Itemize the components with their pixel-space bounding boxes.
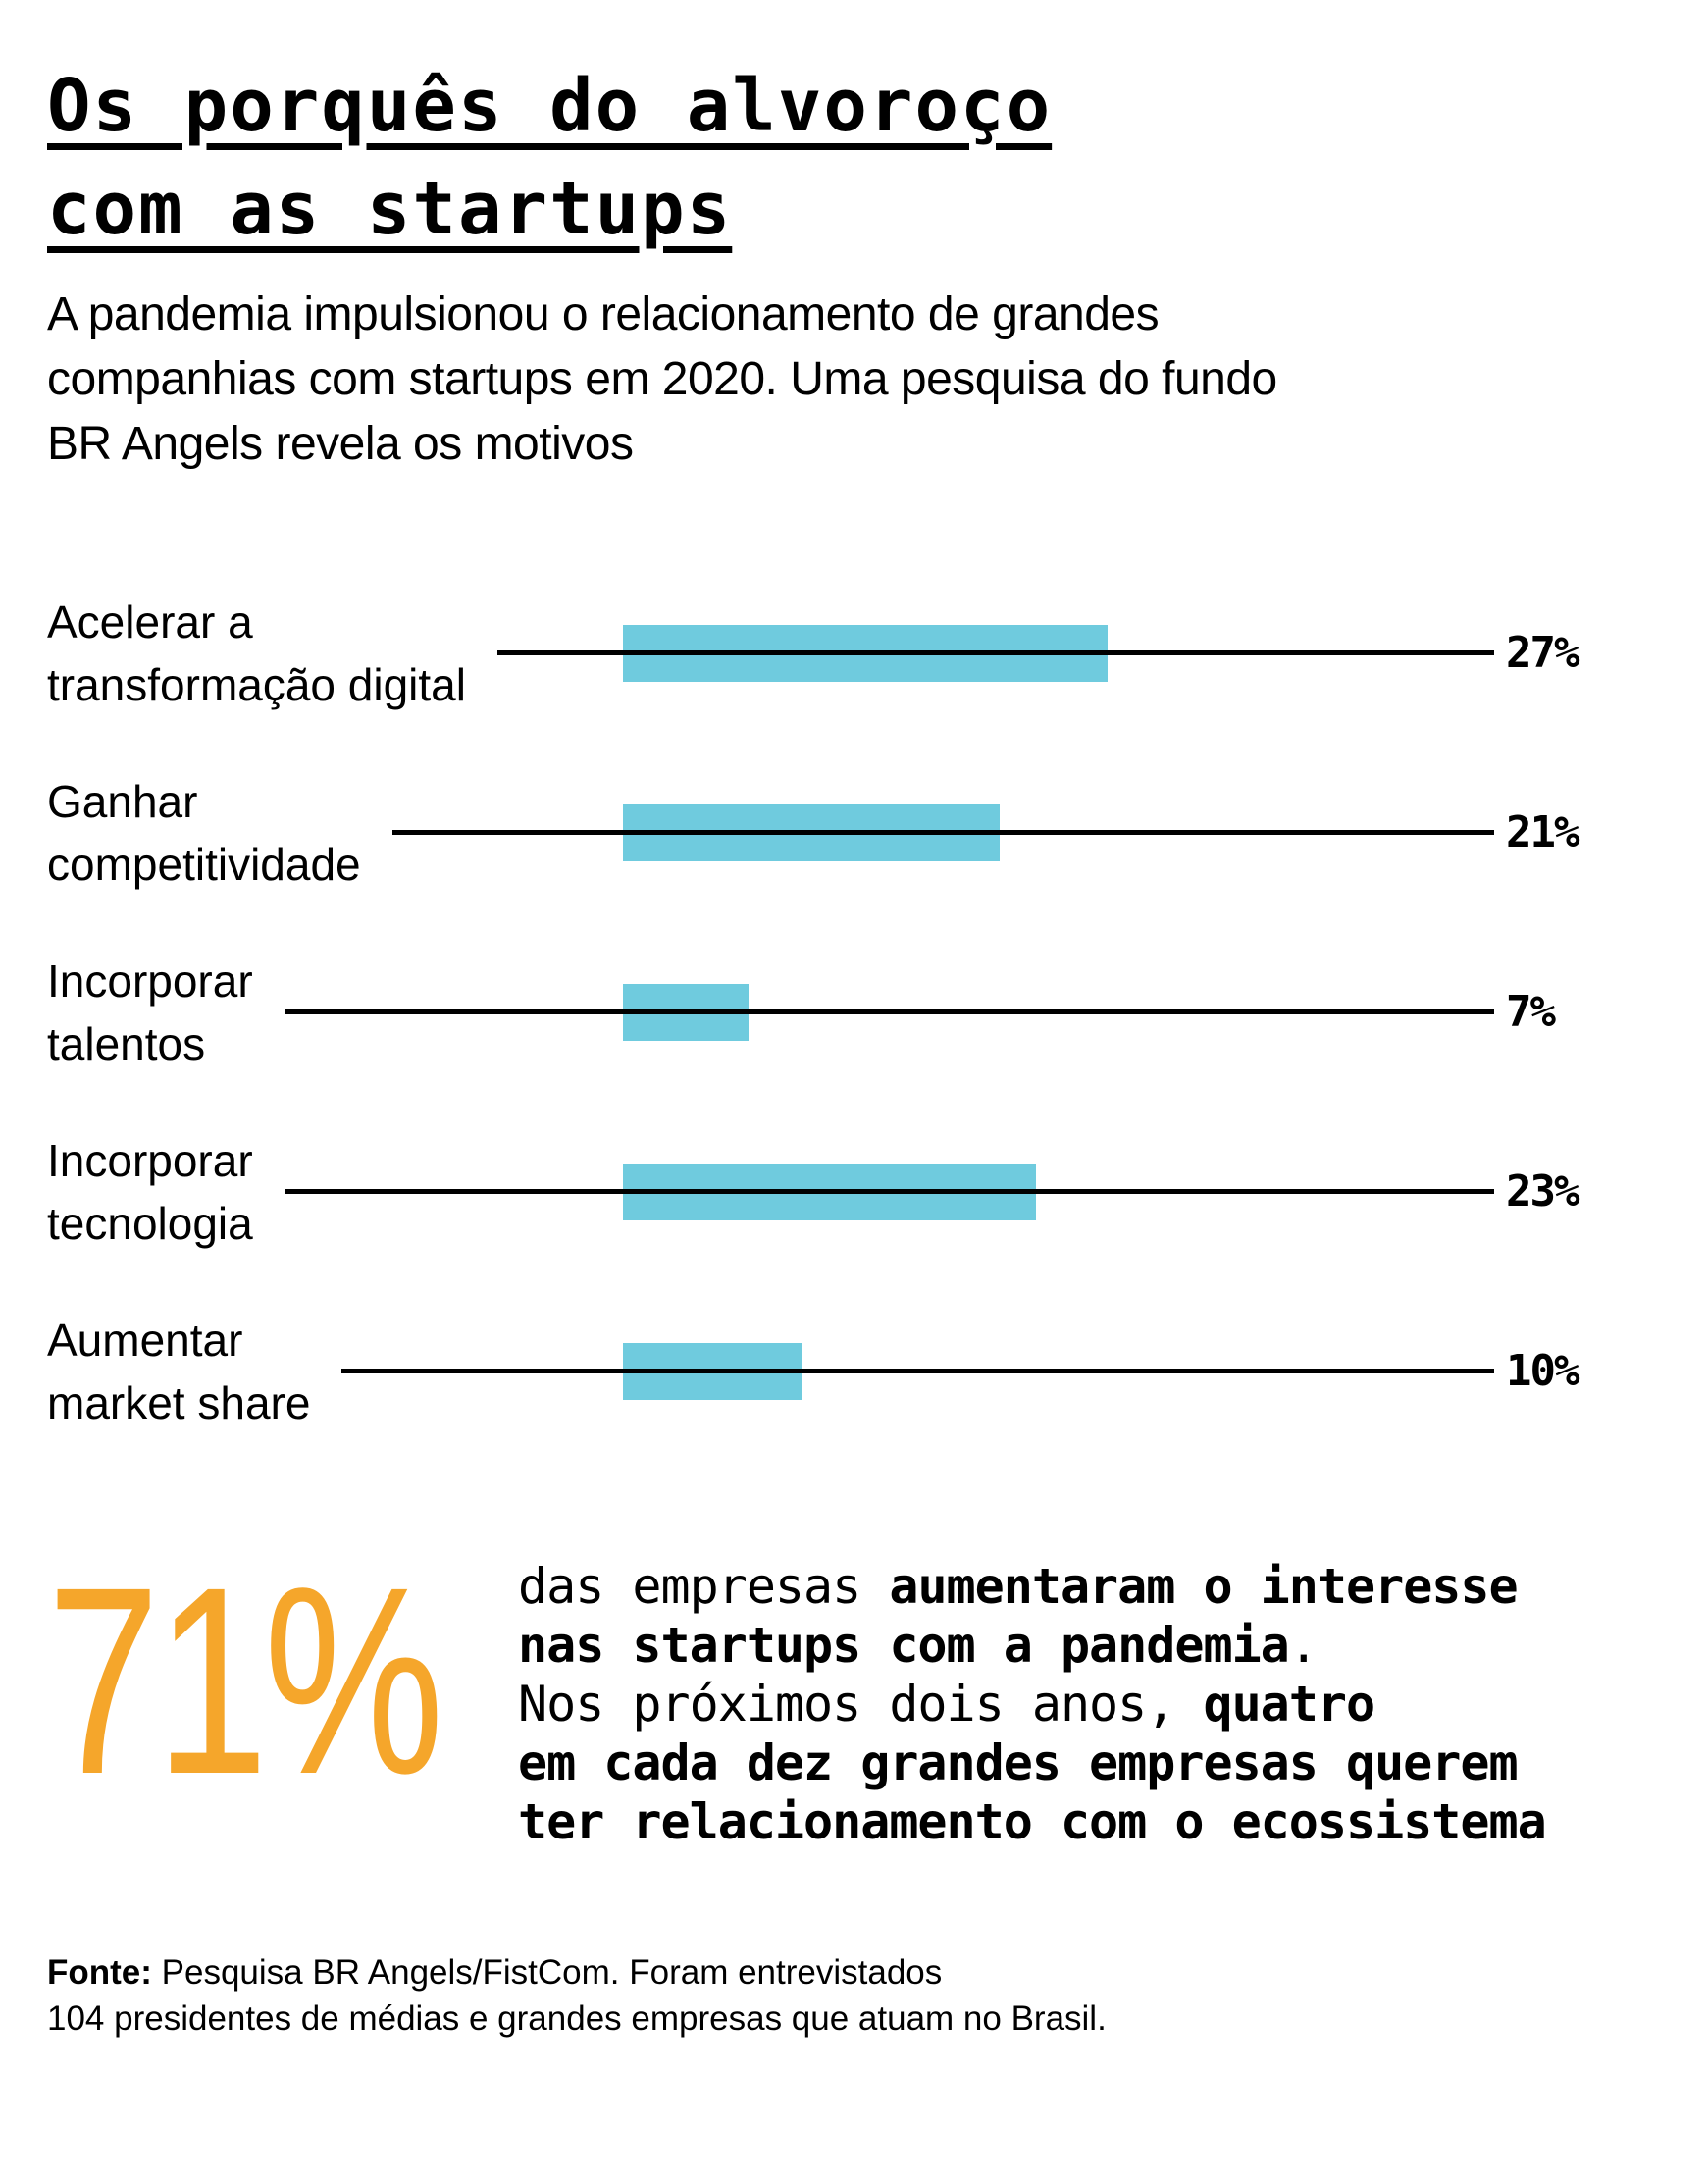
title-line: Os porquês do alvoroço bbox=[47, 64, 1053, 148]
chart-row: Incorporar tecnologia 23% bbox=[47, 1102, 1643, 1281]
regular-text: Nos próximos dois anos, bbox=[518, 1676, 1204, 1733]
chart-row: Ganhar competitividade 21% bbox=[47, 743, 1643, 922]
text-line: transformação digital bbox=[47, 658, 466, 710]
bold-text: quatro bbox=[1203, 1676, 1375, 1733]
category-label: Acelerar a transformação digital bbox=[47, 591, 466, 716]
leader-line bbox=[284, 1189, 1494, 1194]
highlight-line: Nos próximos dois anos, quatro bbox=[518, 1675, 1546, 1734]
bar-chart: Acelerar a transformação digital 27% Ganh… bbox=[47, 563, 1643, 1461]
text-line: Ganhar bbox=[47, 775, 198, 827]
value-label: 7% bbox=[1506, 987, 1556, 1037]
text-line: tecnologia bbox=[47, 1197, 253, 1249]
value-label: 21% bbox=[1506, 807, 1579, 857]
value-label: 23% bbox=[1506, 1166, 1579, 1216]
title-line: com as startups bbox=[47, 167, 733, 251]
text-line: market share bbox=[47, 1376, 311, 1428]
big-number-wrap: 71% bbox=[47, 1547, 474, 1822]
text-line: competitividade bbox=[47, 838, 361, 890]
source-line: Fonte: Pesquisa BR Angels/FistCom. Foram… bbox=[47, 1949, 1643, 1995]
leader-line bbox=[284, 1009, 1494, 1014]
source-line: 104 presidentes de médias e grandes empr… bbox=[47, 1995, 1643, 2042]
regular-text: 104 presidentes de médias e grandes empr… bbox=[47, 1999, 1107, 2038]
big-number: 71% bbox=[47, 1531, 444, 1830]
chart-row: Acelerar a transformação digital 27% bbox=[47, 563, 1643, 743]
category-label: Incorporar tecnologia bbox=[47, 1129, 253, 1255]
text-line: BR Angels revela os motivos bbox=[47, 418, 634, 470]
bold-text: em cada dez grandes empresas querem bbox=[518, 1734, 1519, 1791]
bold-text: aumentaram o interesse bbox=[889, 1558, 1518, 1615]
chart-row: Aumentar market share 10% bbox=[47, 1281, 1643, 1461]
text-line: Acelerar a bbox=[47, 595, 253, 647]
highlight-line: nas startups com a pandemia. bbox=[518, 1616, 1546, 1675]
regular-text: das empresas bbox=[518, 1558, 890, 1615]
chart-row: Incorporar talentos 7% bbox=[47, 922, 1643, 1102]
category-label: Incorporar talentos bbox=[47, 950, 253, 1075]
bold-text: nas startups com a pandemia bbox=[518, 1617, 1290, 1674]
text-line: A pandemia impulsionou o relacionamento … bbox=[47, 288, 1160, 340]
leader-line bbox=[391, 830, 1494, 835]
value-label: 27% bbox=[1506, 628, 1579, 678]
subtitle: A pandemia impulsionou o relacionamento … bbox=[47, 283, 1643, 477]
highlight-line: em cada dez grandes empresas querem bbox=[518, 1734, 1546, 1792]
text-line: Aumentar bbox=[47, 1314, 243, 1366]
highlight-section: 71% das empresas aumentaram o interesse n… bbox=[47, 1547, 1643, 1851]
infographic: Os porquês do alvoroço com as startups A … bbox=[0, 55, 1708, 2042]
category-label: Aumentar market share bbox=[47, 1309, 310, 1434]
highlight-text: das empresas aumentaram o interesse nas s… bbox=[518, 1557, 1547, 1851]
category-label: Ganhar competitividade bbox=[47, 770, 361, 896]
text-line: companhias com startups em 2020. Uma pes… bbox=[47, 353, 1277, 405]
highlight-line: ter relacionamento com o ecossistema bbox=[518, 1792, 1547, 1851]
text-line: Incorporar bbox=[47, 955, 253, 1007]
text-line: talentos bbox=[47, 1017, 206, 1069]
regular-text: Pesquisa BR Angels/FistCom. Foram entrev… bbox=[151, 1953, 943, 1992]
bold-text: Fonte: bbox=[47, 1953, 152, 1992]
bold-text: ter relacionamento com o ecossistema bbox=[518, 1793, 1547, 1850]
page-title: Os porquês do alvoroço com as startups bbox=[47, 55, 1643, 261]
source-note: Fonte: Pesquisa BR Angels/FistCom. Foram… bbox=[47, 1949, 1643, 2042]
leader-line bbox=[496, 650, 1494, 655]
leader-line bbox=[341, 1369, 1494, 1373]
value-label: 10% bbox=[1506, 1346, 1579, 1396]
regular-text: . bbox=[1288, 1617, 1319, 1674]
highlight-line: das empresas aumentaram o interesse bbox=[518, 1557, 1546, 1616]
text-line: Incorporar bbox=[47, 1134, 253, 1186]
